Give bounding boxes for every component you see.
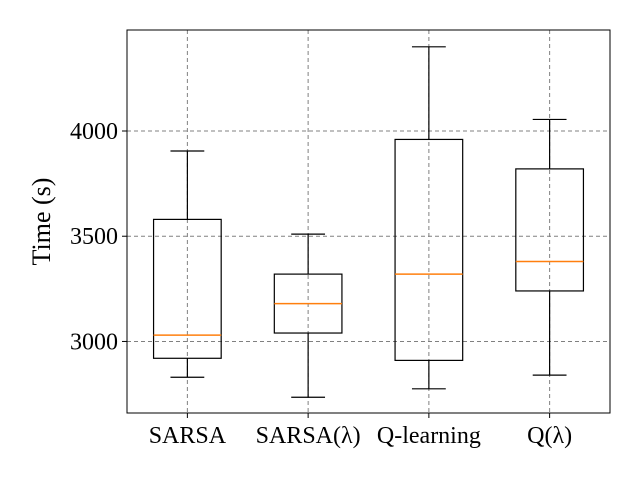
box-group bbox=[152, 150, 222, 378]
grid-layer bbox=[127, 30, 610, 413]
plot-frame bbox=[126, 29, 611, 414]
iqr-box bbox=[394, 138, 464, 361]
y-axis-ticks: 3000 3500 4000 bbox=[70, 119, 127, 355]
x-tick-label: Q-learning bbox=[377, 423, 481, 449]
box-layer bbox=[152, 46, 585, 398]
iqr-box bbox=[515, 168, 585, 292]
box-group bbox=[515, 118, 585, 376]
box-group bbox=[394, 46, 464, 390]
x-tick-label: Q(λ) bbox=[527, 423, 572, 449]
x-tick-label: SARSA bbox=[149, 423, 227, 449]
x-tick-label: SARSA(λ) bbox=[256, 423, 361, 449]
x-axis-ticks: SARSA SARSA(λ) Q-learning Q(λ) bbox=[149, 413, 572, 449]
y-axis-label: Time (s) bbox=[27, 178, 56, 266]
iqr-box bbox=[152, 218, 222, 359]
y-tick-label: 3000 bbox=[70, 329, 118, 355]
y-tick-label: 4000 bbox=[70, 119, 118, 145]
box-group bbox=[273, 233, 343, 398]
y-tick-label: 3500 bbox=[70, 224, 118, 250]
